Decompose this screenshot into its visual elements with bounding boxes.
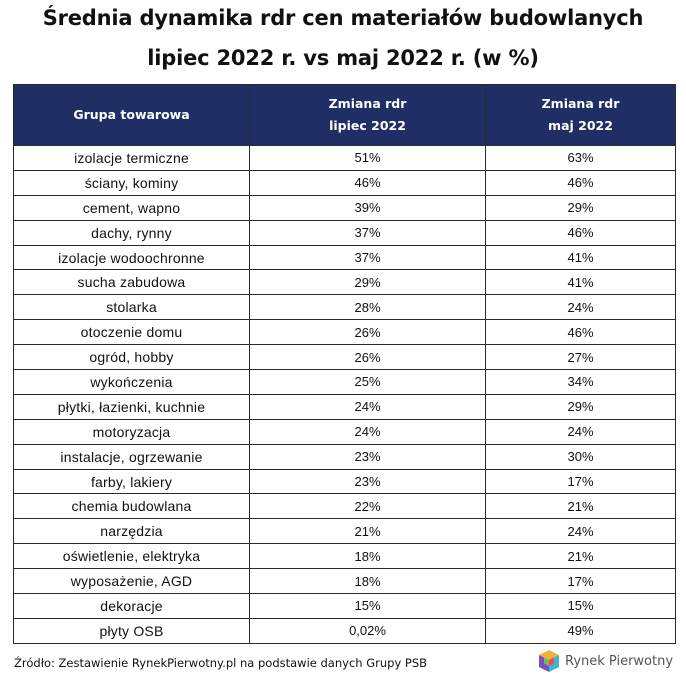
data-table: Grupa towarowa Zmiana rdr lipiec 2022 Zm…: [13, 84, 676, 644]
cell-may-value: 46%: [485, 319, 676, 346]
column-header-may: Zmiana rdr maj 2022: [485, 84, 676, 146]
cell-category: narzędzia: [13, 518, 250, 545]
cell-may-value: 17%: [485, 468, 676, 495]
cell-may-value: 46%: [485, 169, 676, 196]
cell-may-value: 24%: [485, 518, 676, 545]
cell-category: sucha zabudowa: [13, 269, 250, 296]
table-row: motoryzacja 24% 24%: [13, 418, 676, 445]
cell-july-value: 37%: [249, 219, 486, 246]
cell-july-value: 26%: [249, 319, 486, 346]
cell-may-value: 17%: [485, 568, 676, 595]
table-row: otoczenie domu 26% 46%: [13, 319, 676, 346]
table-row: stolarka 28% 24%: [13, 294, 676, 321]
cell-july-value: 46%: [249, 169, 486, 196]
table-body: izolacje termiczne 51% 63% ściany, kominy 46…: [13, 145, 676, 644]
cell-may-value: 21%: [485, 543, 676, 570]
table-row: płytki, łazienki, kuchnie 24% 29%: [13, 393, 676, 420]
cell-category: stolarka: [13, 294, 250, 321]
cell-may-value: 29%: [485, 194, 676, 221]
cell-may-value: 15%: [485, 593, 676, 619]
table-row: instalacje, ogrzewanie 23% 30%: [13, 443, 676, 470]
chart-subtitle: lipiec 2022 r. vs maj 2022 r. (w %): [147, 46, 539, 70]
cell-july-value: 0,02%: [249, 617, 486, 644]
cell-category: ściany, kominy: [13, 169, 250, 196]
cell-july-value: 37%: [249, 244, 486, 271]
cell-july-value: 29%: [249, 269, 486, 296]
column-header-july: Zmiana rdr lipiec 2022: [249, 84, 486, 146]
cell-may-value: 46%: [485, 219, 676, 246]
cell-july-value: 23%: [249, 468, 486, 495]
cell-july-value: 24%: [249, 393, 486, 420]
column-header-july-line2: lipiec 2022: [329, 118, 406, 133]
cell-july-value: 26%: [249, 344, 486, 371]
cell-july-value: 24%: [249, 418, 486, 445]
cell-may-value: 41%: [485, 269, 676, 296]
cell-may-value: 29%: [485, 393, 676, 420]
cell-category: dachy, rynny: [13, 219, 250, 246]
cell-category: izolacje wodoochronne: [13, 244, 250, 271]
column-header-may-line1: Zmiana rdr: [541, 96, 620, 111]
cell-july-value: 21%: [249, 518, 486, 545]
cell-may-value: 49%: [485, 617, 676, 644]
table-row: wyposażenie, AGD 18% 17%: [13, 568, 676, 595]
cell-category: płyty OSB: [13, 617, 250, 644]
table-row: wykończenia 25% 34%: [13, 369, 676, 395]
table-row: sucha zabudowa 29% 41%: [13, 269, 676, 296]
cell-category: chemia budowlana: [13, 493, 250, 520]
table-row: ogród, hobby 26% 27%: [13, 344, 676, 371]
cell-july-value: 28%: [249, 294, 486, 321]
cell-july-value: 18%: [249, 568, 486, 595]
table-row: farby, lakiery 23% 17%: [13, 468, 676, 495]
cell-may-value: 24%: [485, 418, 676, 445]
cell-category: motoryzacja: [13, 418, 250, 445]
table-row: cement, wapno 39% 29%: [13, 194, 676, 221]
cell-category: instalacje, ogrzewanie: [13, 443, 250, 470]
cell-category: płytki, łazienki, kuchnie: [13, 393, 250, 420]
cell-category: otoczenie domu: [13, 319, 250, 346]
table-row: chemia budowlana 22% 21%: [13, 493, 676, 520]
table-row: oświetlenie, elektryka 18% 21%: [13, 543, 676, 570]
cell-may-value: 63%: [485, 145, 676, 171]
source-note: Źródło: Zestawienie RynekPierwotny.pl na…: [14, 656, 428, 670]
cell-may-value: 24%: [485, 294, 676, 321]
cell-category: ogród, hobby: [13, 344, 250, 371]
cell-july-value: 39%: [249, 194, 486, 221]
cell-july-value: 22%: [249, 493, 486, 520]
cell-july-value: 51%: [249, 145, 486, 171]
column-header-july-line1: Zmiana rdr: [328, 96, 407, 111]
cell-may-value: 30%: [485, 443, 676, 470]
cell-category: cement, wapno: [13, 194, 250, 221]
cell-may-value: 27%: [485, 344, 676, 371]
cell-category: farby, lakiery: [13, 468, 250, 495]
table-row: ściany, kominy 46% 46%: [13, 169, 676, 196]
table-row: dekoracje 15% 15%: [13, 593, 676, 619]
cell-category: wyposażenie, AGD: [13, 568, 250, 595]
cell-july-value: 23%: [249, 443, 486, 470]
cell-july-value: 15%: [249, 593, 486, 619]
brand-logo: Rynek Pierwotny: [536, 648, 681, 676]
cube-logo-icon: [539, 650, 559, 672]
cell-category: oświetlenie, elektryka: [13, 543, 250, 570]
table-header-row: Grupa towarowa Zmiana rdr lipiec 2022 Zm…: [13, 84, 676, 146]
cell-july-value: 18%: [249, 543, 486, 570]
cell-category: dekoracje: [13, 593, 250, 619]
table-row: dachy, rynny 37% 46%: [13, 219, 676, 246]
cell-may-value: 34%: [485, 369, 676, 395]
table-row: izolacje wodoochronne 37% 41%: [13, 244, 676, 271]
column-header-may-line2: maj 2022: [548, 118, 613, 133]
column-header-group: Grupa towarowa: [13, 84, 250, 146]
column-header-group-label: Grupa towarowa: [73, 107, 190, 122]
table-row: płyty OSB 0,02% 49%: [13, 617, 676, 644]
cell-july-value: 25%: [249, 369, 486, 395]
table-row: izolacje termiczne 51% 63%: [13, 145, 676, 171]
table-row: narzędzia 21% 24%: [13, 518, 676, 545]
logo-text: Rynek Pierwotny: [565, 654, 674, 669]
cell-category: wykończenia: [13, 369, 250, 395]
chart-title: Średnia dynamika rdr cen materiałów budo…: [42, 6, 644, 30]
cell-may-value: 21%: [485, 493, 676, 520]
cell-may-value: 41%: [485, 244, 676, 271]
cell-category: izolacje termiczne: [13, 145, 250, 171]
